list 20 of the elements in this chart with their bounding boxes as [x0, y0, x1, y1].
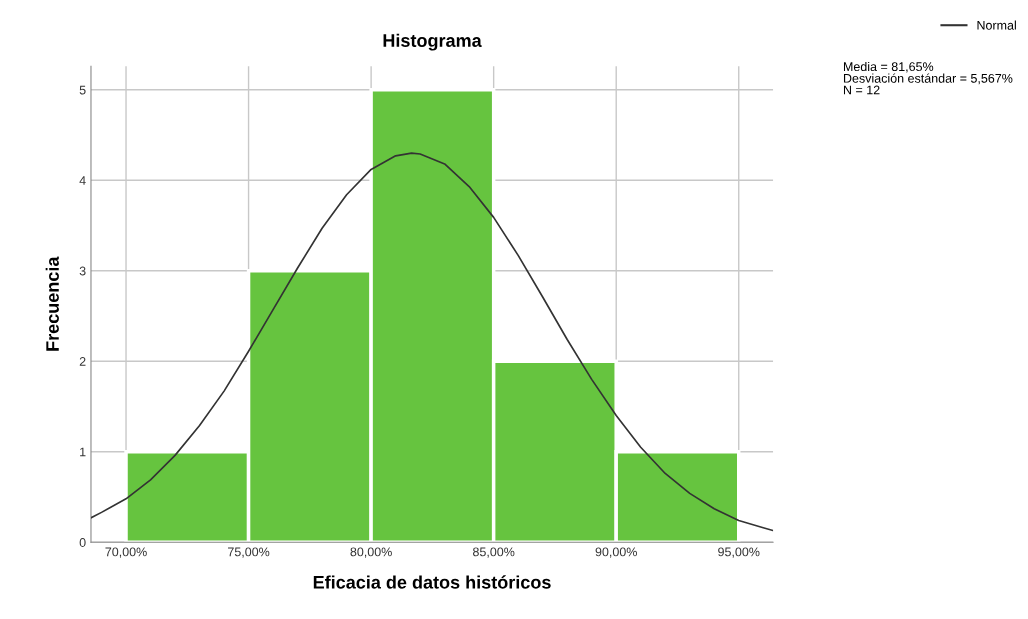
text: Desviación estándar = 5,567% [843, 73, 1013, 85]
y-tick-label: 1 [80, 447, 86, 457]
y-axis-title: Frecuencia [45, 256, 59, 351]
x-axis-title: Eficacia de datos históricos [313, 575, 551, 589]
x-tick-label: 70,00% [105, 547, 147, 558]
x-tick-label: 95,00% [718, 547, 760, 558]
y-tick-label: 3 [79, 266, 86, 276]
y-tick-label: 5 [79, 85, 86, 95]
x-tick-label: 75,00% [228, 547, 270, 558]
x-tick-label: 85,00% [473, 547, 515, 558]
y-tick-label: 2 [79, 357, 86, 366]
text: Media = 81,65% [843, 61, 934, 73]
y-tick-label: 0 [79, 538, 86, 547]
x-tick-label: 90,00% [595, 547, 637, 558]
line-series [90, 152, 774, 532]
x-tick-label: 80,00% [350, 547, 392, 558]
text: N = 12 [843, 85, 880, 95]
legend-label: Normal [977, 20, 1016, 30]
y-tick-label: 4 [79, 176, 86, 185]
chart-title: Histograma [383, 33, 482, 51]
